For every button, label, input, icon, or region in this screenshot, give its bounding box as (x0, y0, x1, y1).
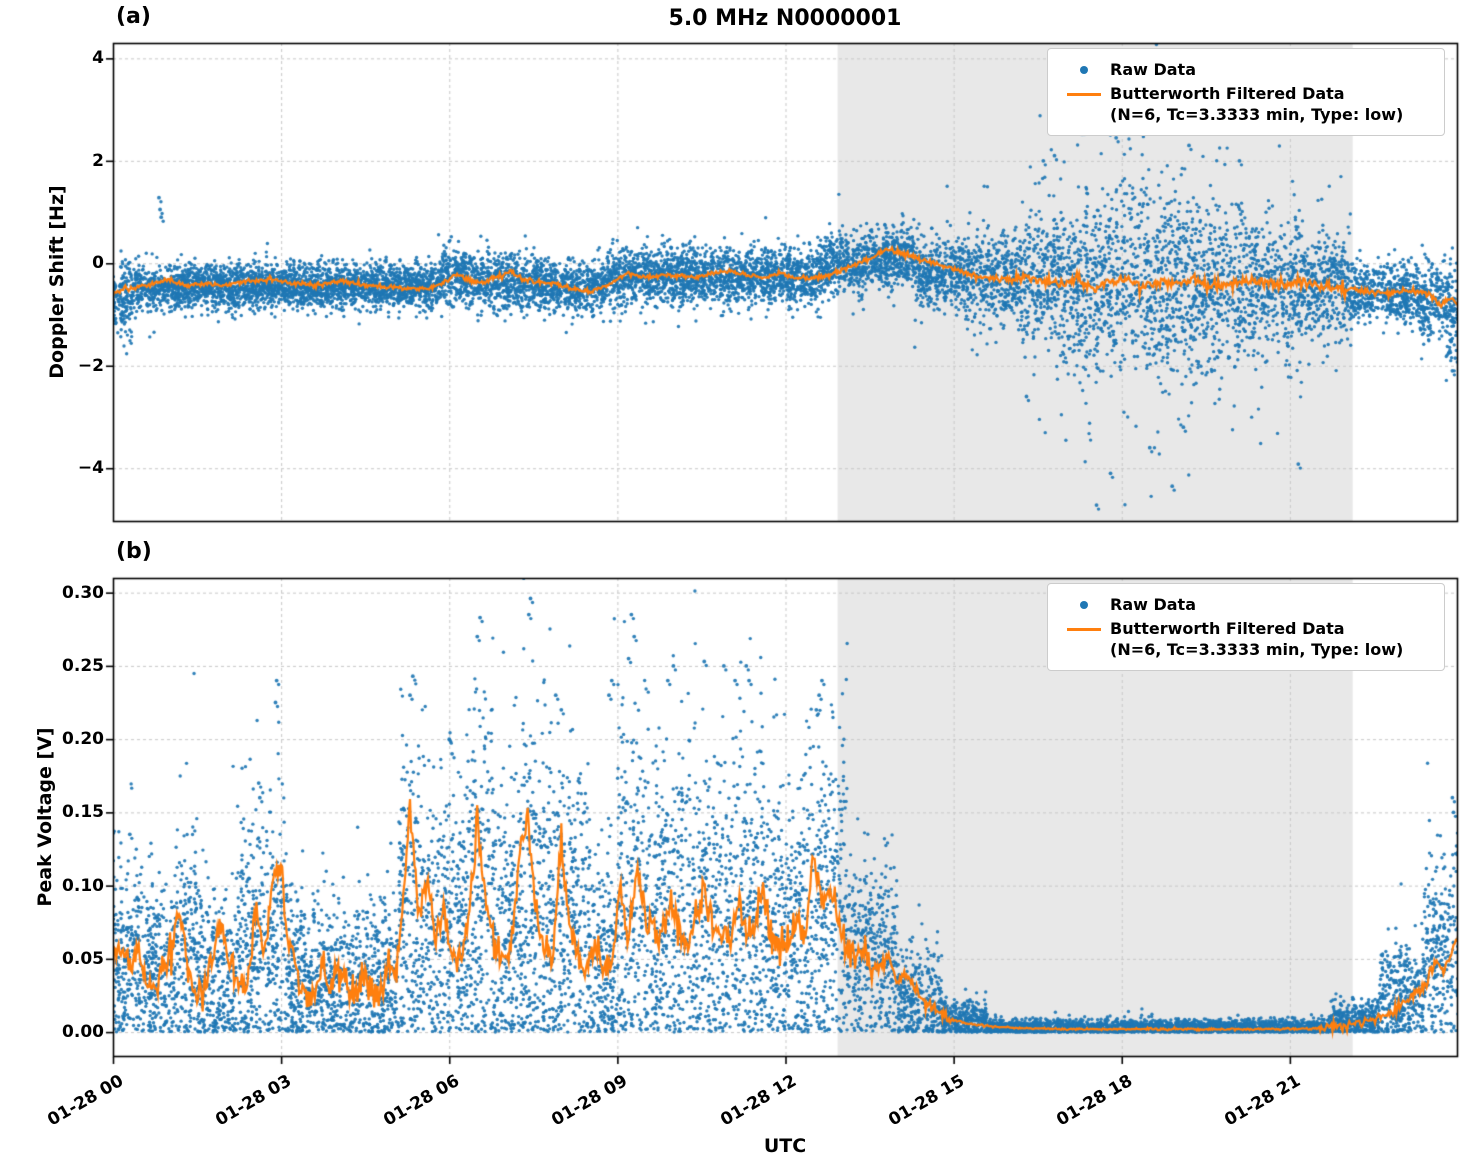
filtered-line-marker-icon (1067, 92, 1101, 96)
legend-raw-label: Raw Data (1110, 595, 1196, 614)
y-tick-label: 0.10 (62, 875, 104, 896)
y-tick-label: −4 (77, 458, 104, 479)
panel-a-label: (a) (116, 4, 151, 29)
figure-title: 5.0 MHz N0000001 (668, 6, 902, 31)
y-tick-label: 0.20 (62, 729, 104, 750)
y-tick-label: 0 (92, 253, 104, 274)
y-tick-label: 0.25 (62, 655, 104, 676)
filtered-line-marker-icon (1067, 627, 1101, 631)
legend-entry-filtered: Butterworth Filtered Data (N=6, Tc=3.333… (1058, 618, 1434, 660)
y-tick-label: 0.15 (62, 802, 104, 823)
raw-data-marker-icon (1080, 66, 1088, 74)
y-tick-label: 4 (92, 48, 104, 69)
legend-filtered-sublabel: (N=6, Tc=3.3333 min, Type: low) (1110, 105, 1404, 124)
x-axis-label: UTC (763, 1135, 807, 1157)
y-tick-label: 0.00 (62, 1022, 104, 1043)
y-tick-label: 0.05 (62, 948, 104, 969)
raw-data-marker-icon (1080, 601, 1088, 609)
y-tick-label: 2 (92, 150, 104, 171)
legend-entry-raw: Raw Data (1058, 59, 1434, 81)
y-tick-label: −2 (77, 355, 104, 376)
legend-panel-a: Raw Data Butterworth Filtered Data (N=6,… (1047, 48, 1445, 136)
legend-raw-label: Raw Data (1110, 60, 1196, 79)
y-axis-label-doppler: Doppler Shift [Hz] (46, 185, 68, 379)
legend-filtered-sublabel: (N=6, Tc=3.3333 min, Type: low) (1110, 640, 1404, 659)
legend-panel-b: Raw Data Butterworth Filtered Data (N=6,… (1047, 583, 1445, 671)
legend-entry-filtered: Butterworth Filtered Data (N=6, Tc=3.333… (1058, 83, 1434, 125)
legend-filtered-label: Butterworth Filtered Data (1110, 619, 1345, 638)
panel-b-label: (b) (116, 539, 152, 564)
legend-entry-raw: Raw Data (1058, 594, 1434, 616)
y-tick-label: 0.30 (62, 582, 104, 603)
legend-filtered-label: Butterworth Filtered Data (1110, 84, 1345, 103)
